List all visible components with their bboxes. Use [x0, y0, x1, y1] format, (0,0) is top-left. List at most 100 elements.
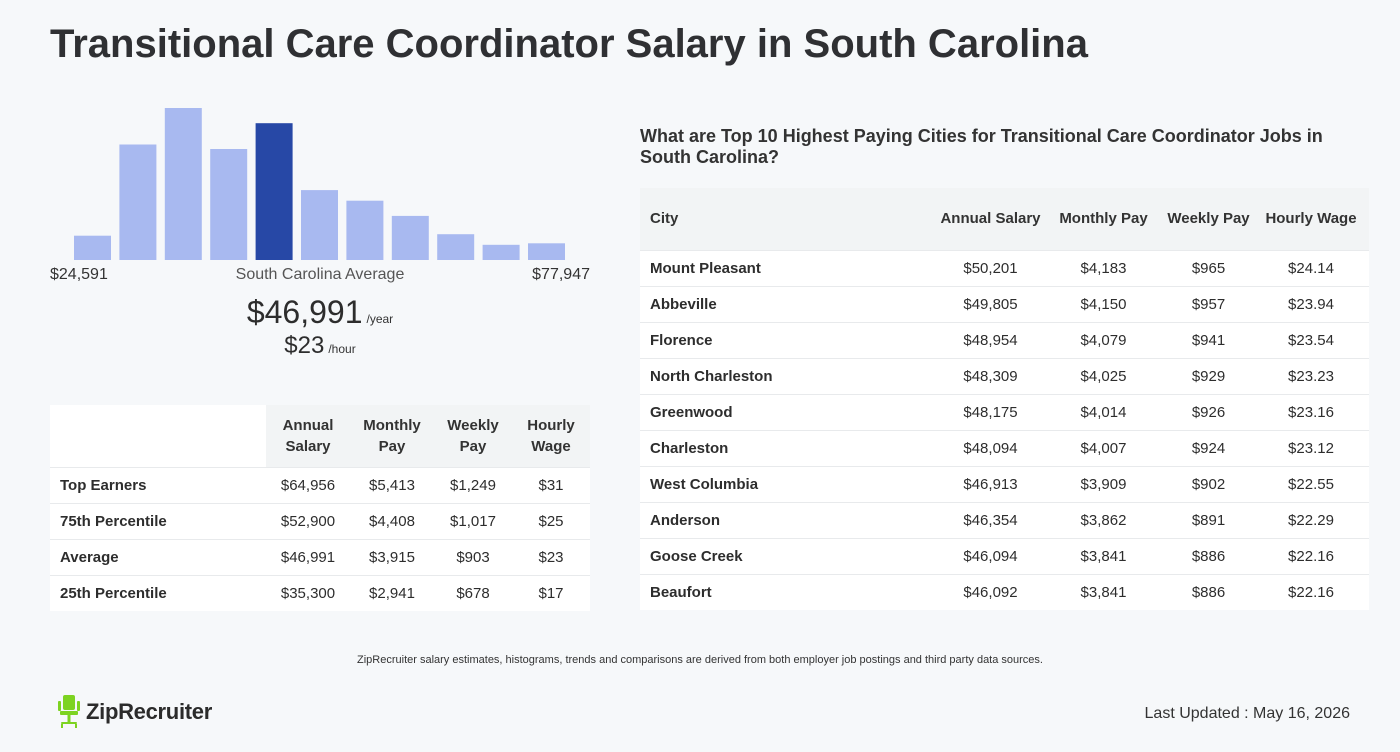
cell-annual: $46,354: [963, 511, 1018, 529]
row-label: 25th Percentile: [60, 584, 167, 602]
cell-weekly: $902: [1191, 475, 1226, 493]
cell-monthly: $5,413: [369, 476, 415, 494]
cell-annual: $46,092: [963, 583, 1018, 601]
city-name: Greenwood: [650, 403, 733, 421]
cell-monthly: $3,862: [1080, 511, 1127, 529]
percentile-table: Annual Salary Monthly Pay Weekly Pay Hou…: [50, 405, 590, 611]
hourly-average-value: $23: [284, 332, 325, 359]
histogram-bar: [164, 108, 202, 260]
data-source-note: ZipRecruiter salary estimates, histogram…: [357, 654, 1043, 666]
city-name: Abbeville: [650, 295, 717, 313]
header-hourly-wage: Hourly Wage: [512, 405, 590, 467]
salary-histogram: [50, 96, 590, 260]
table-row: Mount Pleasant $50,201 $4,183 $965 $24.14: [640, 250, 1369, 286]
cell-annual: $48,175: [963, 403, 1018, 421]
cell-annual: $48,094: [963, 439, 1018, 457]
histogram-bar: [301, 190, 338, 260]
histogram-bar: [528, 243, 565, 260]
annual-average-value: $46,991: [246, 294, 363, 330]
cell-monthly: $3,915: [369, 548, 415, 566]
cell-monthly: $4,408: [369, 512, 415, 530]
histogram-bar: [482, 244, 520, 260]
cell-monthly: $4,079: [1080, 331, 1127, 349]
chair-icon: [58, 695, 80, 728]
cell-weekly: $941: [1191, 331, 1226, 349]
cell-hourly: $22.16: [1288, 583, 1334, 601]
table-row: Top Earners $64,956 $5,413 $1,249 $31: [50, 467, 590, 503]
table-row: 75th Percentile $52,900 $4,408 $1,017 $25: [50, 503, 590, 539]
cell-monthly: $3,841: [1080, 547, 1127, 565]
cell-annual: $50,201: [963, 259, 1018, 277]
cell-monthly: $3,841: [1080, 583, 1127, 601]
histogram-min-label: $24,591: [50, 266, 108, 283]
annual-unit: /year: [366, 312, 394, 326]
cities-title: What are Top 10 Highest Paying Cities fo…: [640, 126, 1323, 167]
last-updated: Last Updated : May 16, 2026: [1144, 705, 1350, 722]
cell-annual: $48,954: [963, 331, 1018, 349]
table-row: Florence $48,954 $4,079 $941 $23.54: [640, 322, 1369, 358]
header-weekly-pay: Weekly Pay: [1164, 188, 1253, 250]
cell-hourly: $22.29: [1288, 511, 1334, 529]
cell-hourly: $23.23: [1288, 367, 1334, 385]
cell-annual: $52,900: [280, 512, 336, 530]
cell-weekly: $891: [1191, 511, 1226, 529]
cell-weekly: $903: [456, 548, 490, 566]
cell-weekly: $965: [1191, 259, 1226, 277]
cell-annual: $46,991: [280, 548, 336, 566]
table-row: Average $46,991 $3,915 $903 $23: [50, 539, 590, 575]
histogram-average-label: South Carolina Average: [235, 266, 405, 283]
histogram-bar: [210, 149, 248, 260]
table-row: 25th Percentile $35,300 $2,941 $678 $17: [50, 575, 590, 611]
cell-weekly: $678: [456, 584, 490, 602]
cell-weekly: $886: [1191, 547, 1226, 565]
cell-hourly: $22.16: [1288, 547, 1334, 565]
cell-annual: $46,913: [963, 475, 1018, 493]
cell-annual: $49,805: [963, 295, 1018, 313]
header-monthly-pay: Monthly Pay: [350, 405, 434, 467]
cell-weekly: $924: [1191, 439, 1226, 457]
cell-weekly: $886: [1191, 583, 1226, 601]
cell-weekly: $1,017: [450, 512, 496, 530]
row-label: Top Earners: [60, 476, 147, 494]
histogram-bar: [74, 235, 111, 260]
hourly-unit: /hour: [328, 342, 356, 356]
cell-weekly: $1,249: [450, 476, 496, 494]
page-title: Transitional Care Coordinator Salary in …: [50, 22, 1088, 66]
header-annual-salary: Annual Salary: [938, 188, 1043, 250]
city-name: Mount Pleasant: [650, 259, 761, 277]
cell-annual: $64,956: [280, 476, 336, 494]
annual-average: $46,991/year: [50, 294, 590, 331]
cities-table-header: City Annual Salary Monthly Pay Weekly Pa…: [640, 188, 1369, 250]
city-name: North Charleston: [650, 367, 773, 385]
header-monthly-pay: Monthly Pay: [1043, 188, 1164, 250]
city-name: Charleston: [650, 439, 729, 457]
cell-hourly: $23.94: [1288, 295, 1334, 313]
cell-hourly: $17: [538, 584, 564, 602]
histogram-chart: [74, 108, 565, 260]
cell-hourly: $22.55: [1288, 475, 1334, 493]
ziprecruiter-logo[interactable]: ZipRecruiter: [58, 695, 212, 729]
city-name: West Columbia: [650, 475, 759, 493]
cell-monthly: $3,909: [1080, 475, 1127, 493]
row-label: 75th Percentile: [60, 512, 167, 530]
cell-annual: $46,094: [963, 547, 1018, 565]
cell-hourly: $23.16: [1288, 403, 1334, 421]
cities-table: City Annual Salary Monthly Pay Weekly Pa…: [640, 188, 1369, 610]
row-label: Average: [60, 548, 119, 566]
cell-weekly: $926: [1191, 403, 1226, 421]
histogram-bar-average: [255, 123, 293, 260]
cell-monthly: $4,007: [1080, 439, 1127, 457]
cell-annual: $35,300: [280, 584, 336, 602]
city-name: Beaufort: [650, 583, 712, 601]
table-row: Goose Creek $46,094 $3,841 $886 $22.16: [640, 538, 1369, 574]
cell-annual: $48,309: [963, 367, 1018, 385]
logo-text: ZipRecruiter: [86, 699, 212, 724]
cell-hourly: $23.54: [1288, 331, 1334, 349]
table-row: Anderson $46,354 $3,862 $891 $22.29: [640, 502, 1369, 538]
city-name: Anderson: [650, 511, 721, 529]
header-city: City: [640, 188, 938, 250]
table-row: Greenwood $48,175 $4,014 $926 $23.16: [640, 394, 1369, 430]
histogram-bar: [346, 200, 384, 260]
cell-hourly: $23: [538, 548, 564, 566]
cell-weekly: $929: [1191, 367, 1226, 385]
